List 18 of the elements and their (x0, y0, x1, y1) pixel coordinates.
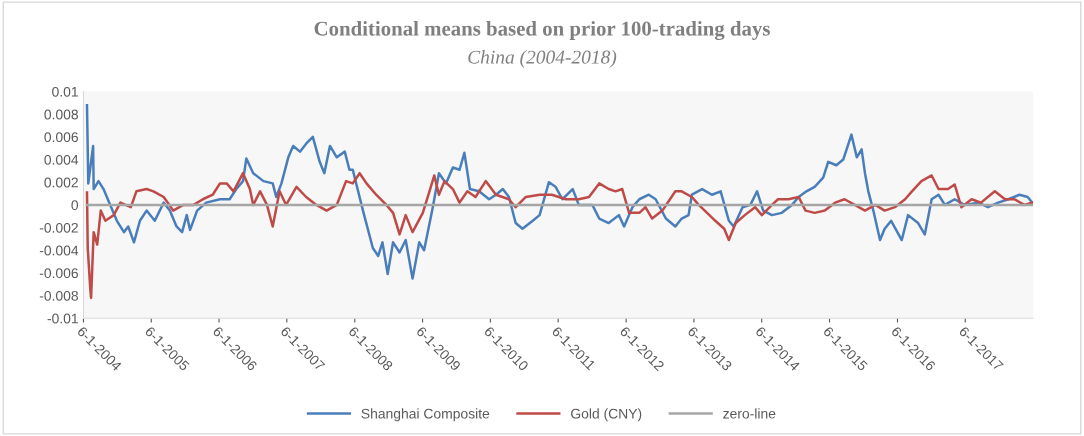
y-tick-label: 0.01 (52, 86, 78, 97)
y-tick-label: 0.008 (44, 109, 79, 120)
y-tick-label: 0.006 (44, 132, 78, 143)
y-tick-label: -0.006 (39, 268, 78, 279)
line-series (85, 103, 1034, 280)
y-tick-label: 0 (71, 200, 79, 211)
chart-title: Conditional means based on prior 100-trading days (314, 20, 770, 41)
chart-subtitle: China (2004-2018) (468, 50, 617, 68)
y-tick-label: -0.01 (47, 313, 78, 324)
y-tick-label: 0.002 (44, 177, 78, 188)
y-tick-label: -0.008 (39, 290, 79, 301)
legend-label: zero-line (723, 408, 776, 419)
legend-label: Gold (CNY) (571, 408, 642, 422)
line-series (85, 171, 1034, 300)
legend-label: Shanghai Composite (361, 408, 490, 422)
y-tick-label: -0.002 (39, 222, 78, 233)
y-tick-label: 0.004 (44, 154, 79, 165)
y-tick-label: -0.004 (39, 245, 79, 256)
